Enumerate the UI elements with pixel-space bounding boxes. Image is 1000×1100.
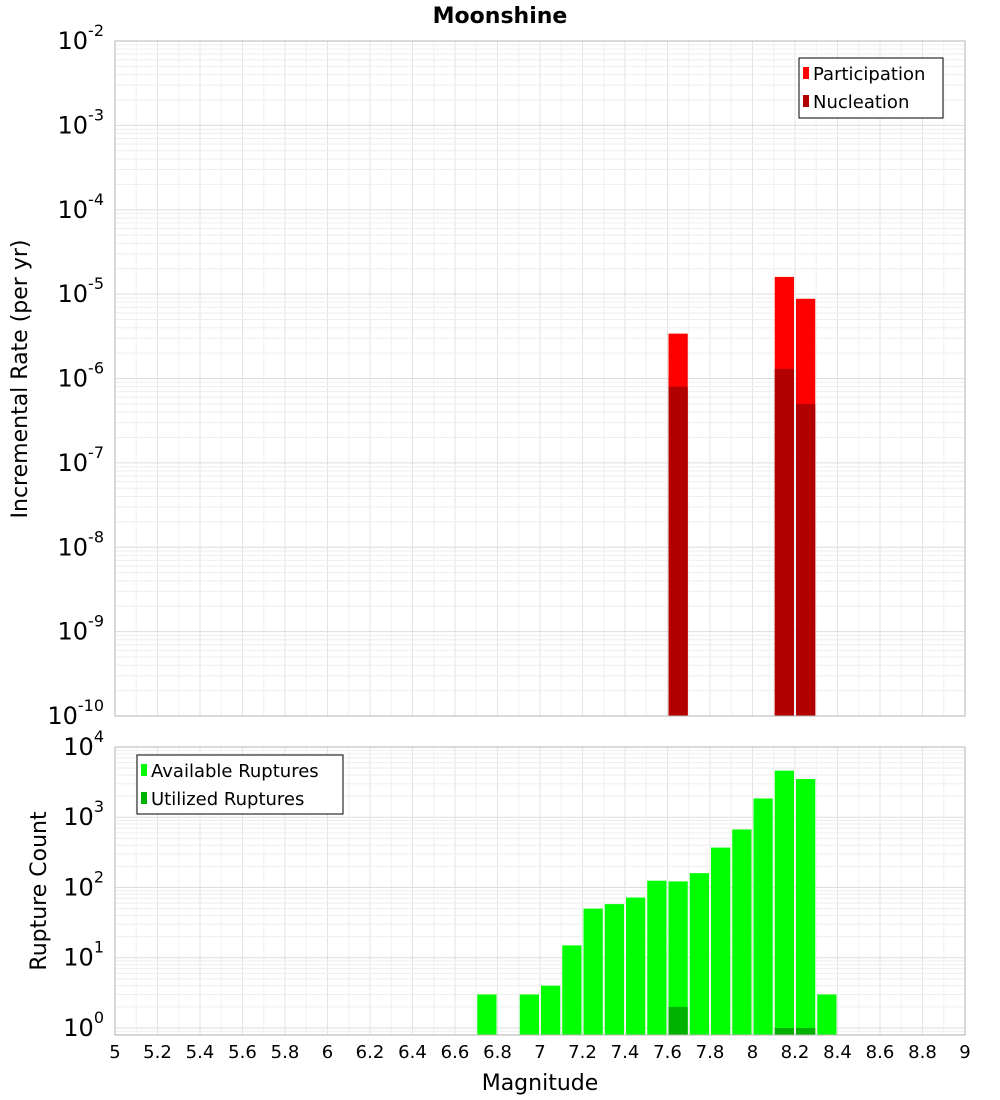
bar <box>774 1027 794 1035</box>
count-panel: 100 101 102 103 104 Available Ruptures Utilize… <box>63 727 970 1063</box>
bar <box>732 829 752 1035</box>
x-tick-label: 7.6 <box>653 1042 682 1063</box>
bar <box>583 908 603 1035</box>
y-tick-label: 10-10 <box>47 696 104 730</box>
x-tick-label: 7 <box>534 1042 545 1063</box>
bar <box>753 798 773 1035</box>
legend-label: Nucleation <box>813 92 909 113</box>
x-tick-label: 8.6 <box>866 1042 895 1063</box>
y-tick-label: 10-8 <box>58 527 105 561</box>
legend-box <box>136 754 344 815</box>
bar <box>774 770 794 1035</box>
x-tick-label: 5.6 <box>228 1042 257 1063</box>
legend-swatch <box>803 95 809 107</box>
rate-panel: 10-10 10-9 10-8 10-7 10-6 10-5 10-4 10-3 10-2 Par… <box>47 21 966 730</box>
x-tick-label: 6.8 <box>483 1042 512 1063</box>
bar <box>647 880 667 1035</box>
x-tick-label: 9 <box>959 1042 970 1063</box>
legend-swatch <box>803 67 809 79</box>
x-tick-label: 5.2 <box>143 1042 172 1063</box>
y-tick-label: 103 <box>63 797 104 831</box>
bar <box>796 779 816 1035</box>
y-tick-label: 100 <box>63 1008 104 1042</box>
gridlines <box>114 41 966 717</box>
y-tick-label: 10-5 <box>58 274 105 308</box>
legend-swatch <box>141 764 147 776</box>
y-tick-label: 10-9 <box>58 612 105 646</box>
x-tick-label: 7.8 <box>696 1042 725 1063</box>
legend: Available Ruptures Utilized Ruptures <box>136 754 344 815</box>
x-tick-label: 6.4 <box>398 1042 427 1063</box>
x-axis-label: Magnitude <box>482 1071 599 1096</box>
bar <box>519 994 539 1035</box>
chart-title: Moonshine <box>433 4 568 29</box>
y-tick-label: 104 <box>63 727 104 761</box>
x-tick-label: 8.4 <box>823 1042 852 1063</box>
x-tick-label: 5 <box>109 1042 120 1063</box>
series-available-ruptures <box>477 770 837 1035</box>
bar <box>668 1006 688 1035</box>
x-tick-label: 6 <box>322 1042 333 1063</box>
series-utilized-ruptures <box>668 1006 816 1035</box>
y-tick-label: 102 <box>63 867 104 901</box>
bottom-y-axis-label: Rupture Count <box>27 811 52 971</box>
x-tick-label: 7.4 <box>611 1042 640 1063</box>
x-tick-label: 5.8 <box>271 1042 300 1063</box>
bar <box>796 1027 816 1035</box>
bar <box>604 904 624 1035</box>
y-tick-label: 10-4 <box>58 190 105 224</box>
y-tick-label: 10-6 <box>58 359 105 393</box>
x-tick-labels: 5 5.2 5.4 5.6 5.8 6 6.2 6.4 6.6 6.8 7 7.2 7.4 7.6 7.8 8… <box>109 1042 970 1063</box>
bar <box>796 403 816 716</box>
y-tick-label: 101 <box>63 938 104 972</box>
legend-box <box>798 57 944 119</box>
bar <box>541 985 561 1035</box>
series-nucleation <box>668 368 816 716</box>
plot-frame <box>114 40 966 717</box>
x-tick-label: 8.8 <box>908 1042 937 1063</box>
legend-label: Participation <box>813 64 925 85</box>
y-tick-label: 10-3 <box>58 105 105 139</box>
legend-label: Available Ruptures <box>151 761 319 782</box>
bar <box>626 897 646 1035</box>
legend: Participation Nucleation <box>798 57 944 119</box>
legend-label: Utilized Ruptures <box>151 789 304 810</box>
x-tick-label: 7.2 <box>568 1042 597 1063</box>
x-tick-label: 5.4 <box>186 1042 215 1063</box>
x-tick-label: 6.6 <box>441 1042 470 1063</box>
y-tick-label: 10-2 <box>58 21 105 55</box>
bar <box>668 881 688 1035</box>
bar <box>562 945 582 1035</box>
bar <box>668 386 688 716</box>
x-tick-label: 8 <box>747 1042 758 1063</box>
plot-frame <box>114 746 966 1036</box>
x-tick-label: 8.2 <box>781 1042 810 1063</box>
bar <box>689 873 709 1035</box>
bar <box>774 368 794 716</box>
bar <box>477 994 497 1035</box>
x-tick-label: 6.2 <box>356 1042 385 1063</box>
legend-swatch <box>141 792 147 804</box>
bar <box>817 994 837 1035</box>
bar <box>711 847 731 1035</box>
top-y-axis-label: Incremental Rate (per yr) <box>8 240 33 519</box>
y-tick-label: 10-7 <box>58 443 105 477</box>
